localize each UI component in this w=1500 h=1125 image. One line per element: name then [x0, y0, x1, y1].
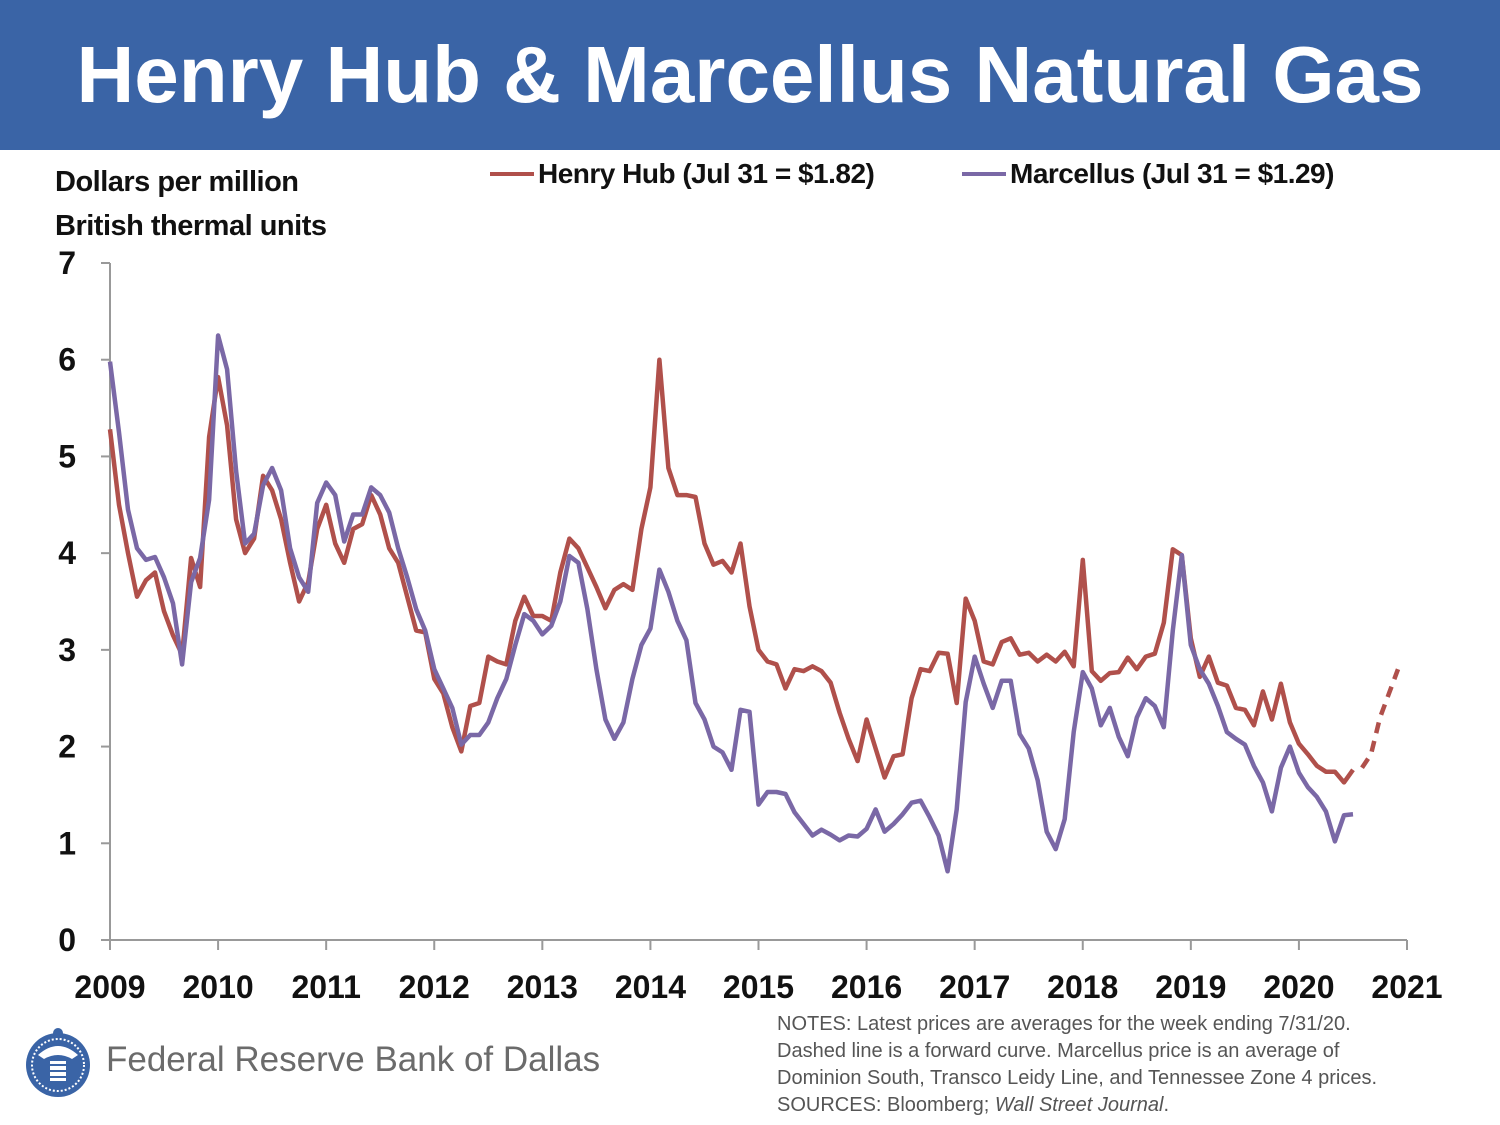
- y-tick-label: 0: [58, 922, 76, 958]
- bank-name: Federal Reserve Bank of Dallas: [106, 1040, 601, 1079]
- legend-swatch-henry-hub: [490, 172, 534, 176]
- series-line-henry: [107, 357, 1355, 785]
- sources-italic: Wall Street Journal: [994, 1094, 1164, 1116]
- x-tick-label: 2017: [939, 969, 1010, 1005]
- notes-line-3: Dominion South, Transco Leidy Line, and …: [777, 1067, 1377, 1089]
- y-tick-label: 2: [58, 729, 76, 765]
- y-tick-label: 6: [58, 342, 76, 378]
- y-axis-label: Dollars per million British thermal unit…: [55, 160, 327, 248]
- x-tick-label: 2020: [1263, 969, 1334, 1005]
- x-tick-label: 2021: [1371, 969, 1442, 1005]
- x-tick-label: 2012: [399, 969, 470, 1005]
- legend-label-marcellus: Marcellus (Jul 31 = $1.29): [1010, 158, 1334, 189]
- legend-label-henry-hub: Henry Hub (Jul 31 = $1.82): [538, 158, 875, 189]
- y-tick-label: 1: [58, 825, 76, 861]
- sources-suffix: .: [1163, 1094, 1170, 1116]
- y-axis-label-line-1: Dollars per million: [55, 166, 299, 198]
- sources-line: SOURCES: Bloomberg; Wall Street Journal.: [777, 1092, 1477, 1119]
- chart-plot: 0 1 2 3 4 5 6 7 2009 2010 2011 2012 2013 2014 2015 2016…: [58, 245, 1442, 1005]
- legend-marcellus: Marcellus (Jul 31 = $1.29): [962, 158, 1334, 190]
- title-banner: Henry Hub & Marcellus Natural Gas: [0, 0, 1500, 150]
- x-tick-label: 2015: [723, 969, 794, 1005]
- y-tick-label: 4: [58, 535, 76, 571]
- chart-notes: NOTES: Latest prices are averages for th…: [777, 1011, 1477, 1119]
- legend-henry-hub: Henry Hub (Jul 31 = $1.82): [490, 158, 875, 190]
- x-tick-label: 2019: [1155, 969, 1226, 1005]
- series-line-marcellus: [107, 333, 1354, 874]
- legend-swatch-marcellus: [962, 172, 1006, 176]
- x-tick-label: 2013: [507, 969, 578, 1005]
- x-tick-label: 2011: [291, 969, 360, 1005]
- chart-title: Henry Hub & Marcellus Natural Gas: [76, 30, 1424, 119]
- y-axis-label-line-2: British thermal units: [55, 210, 327, 242]
- sources-prefix: SOURCES: Bloomberg;: [777, 1094, 995, 1116]
- y-tick-label: 7: [58, 245, 76, 281]
- x-tick-label: 2016: [831, 969, 902, 1005]
- x-tick-label: 2010: [182, 969, 253, 1005]
- y-tick-label: 3: [58, 632, 76, 668]
- notes-line-1: NOTES: Latest prices are averages for th…: [777, 1013, 1351, 1035]
- series-line-henry-forward: [1360, 668, 1401, 770]
- x-tick-label: 2018: [1047, 969, 1118, 1005]
- x-tick-label: 2014: [615, 969, 686, 1005]
- x-tick-label: 2009: [74, 969, 145, 1005]
- y-tick-label: 5: [58, 438, 76, 474]
- federal-reserve-seal-logo: [26, 1028, 90, 1097]
- notes-line-2: Dashed line is a forward curve. Marcellu…: [777, 1040, 1340, 1062]
